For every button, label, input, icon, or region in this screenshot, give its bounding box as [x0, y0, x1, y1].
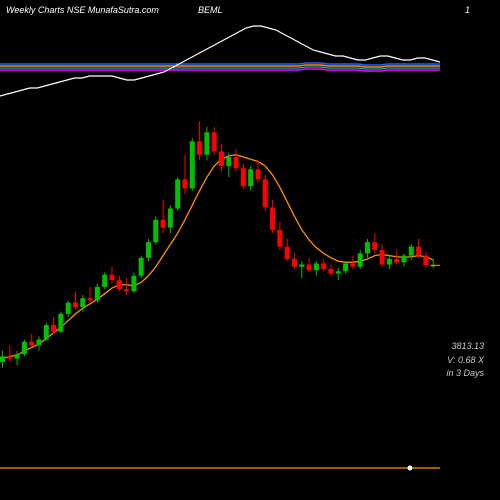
- header-title: Weekly Charts NSE MunafaSutra.com: [6, 5, 159, 15]
- header-page: 1: [465, 5, 470, 15]
- info-extra: in 3 Days: [446, 367, 484, 381]
- lower-indicator-panel: [0, 420, 440, 480]
- upper-indicator-svg: [0, 18, 440, 108]
- price-chart-svg: [0, 110, 440, 390]
- info-volume: V: 0.68 X: [446, 354, 484, 368]
- header-symbol: BEML: [198, 5, 223, 15]
- price-chart-panel: [0, 110, 440, 390]
- upper-indicator-panel: [0, 18, 440, 108]
- chart-header: Weekly Charts NSE MunafaSutra.com BEML 1: [0, 2, 500, 18]
- info-price: 3813.13: [446, 340, 484, 354]
- lower-indicator-svg: [0, 420, 440, 480]
- info-box: 3813.13 V: 0.68 X in 3 Days: [446, 340, 484, 381]
